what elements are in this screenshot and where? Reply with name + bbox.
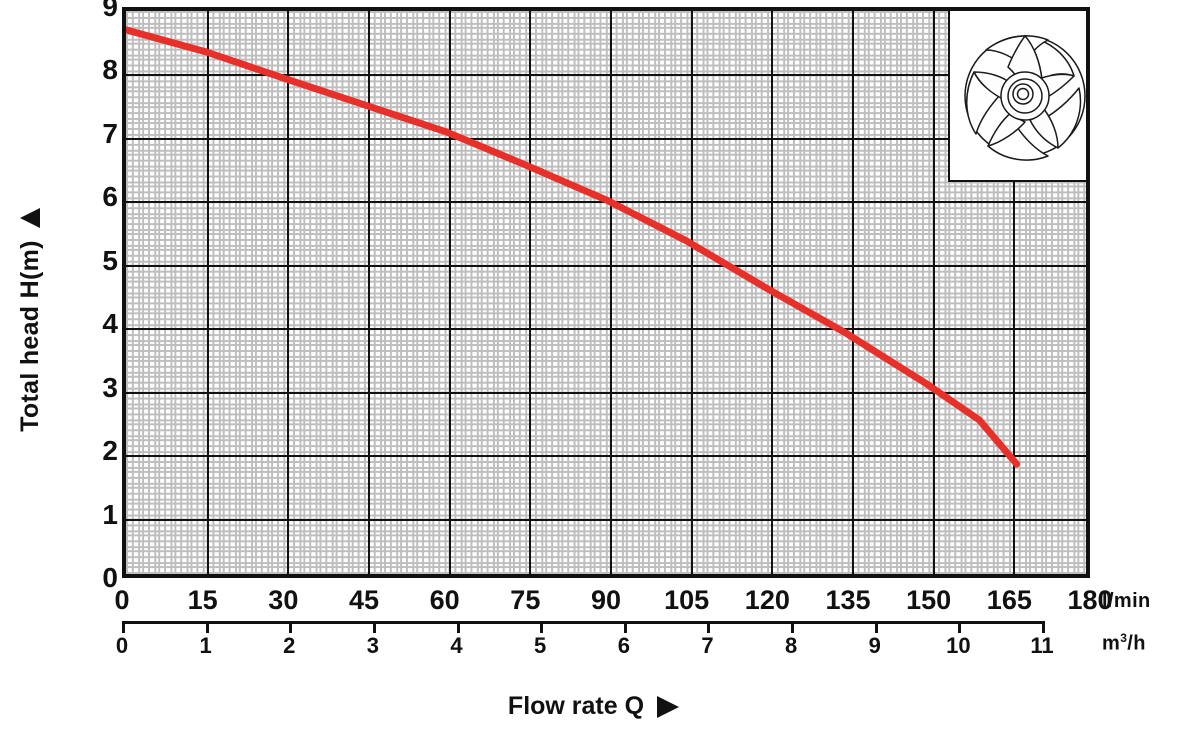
x-tick-label-m3h: 1: [199, 633, 212, 658]
x-tick-mark-m3h: [1042, 621, 1045, 633]
x-tick-label-lmin: 180: [1067, 585, 1113, 615]
x-axis-secondary-ticks: 0 1 2 3 4 5 6 7 8 9 10 11: [0, 634, 1187, 662]
curve-layer: [126, 26, 1021, 468]
x-tick-label-m3h: 7: [701, 633, 714, 658]
x-tick-label-m3h: 0: [115, 633, 129, 658]
x-tick-mark-m3h: [540, 621, 544, 633]
x-tick-label-m3h: 6: [617, 633, 630, 658]
x-axis-title: Flow rate Q: [0, 692, 1187, 721]
x-tick-mark-m3h: [791, 621, 795, 633]
x-tick-mark-m3h: [372, 621, 376, 633]
major-gridline-vertical: [287, 11, 290, 574]
x-tick-label-lmin: 135: [825, 585, 871, 615]
x-tick-label-lmin: 150: [906, 585, 952, 615]
x-tick-label-lmin: 90: [590, 585, 622, 615]
major-gridline-horizontal: [126, 74, 1086, 77]
major-gridline-horizontal: [126, 455, 1086, 458]
major-gridline-vertical: [690, 11, 693, 574]
x-tick-mark-m3h: [707, 621, 711, 633]
major-gridline-vertical: [932, 11, 935, 574]
major-gridline-vertical: [852, 11, 854, 574]
x-tick-label-lmin: 30: [268, 585, 299, 615]
y-tick-label: 0: [102, 562, 118, 593]
major-gridline-vertical: [206, 11, 209, 574]
impeller-inset: [948, 11, 1086, 182]
x-tick-label-m3h: 9: [868, 633, 881, 658]
y-axis-tick-labels: 0 1 2 3 4 5 6 7 8 9: [78, 0, 118, 620]
chart-plot-area: [122, 7, 1090, 578]
y-axis-title-area: Total head H(m): [0, 130, 60, 510]
pump-head-curve: [126, 26, 1021, 468]
unit-exponent: 3: [1120, 631, 1128, 645]
x-tick-mark-m3h: [874, 621, 878, 633]
major-gridline-horizontal: [126, 264, 1086, 267]
y-tick-label: 2: [102, 435, 118, 467]
y-tick-label: 1: [102, 498, 118, 530]
x-axis-title-text: Flow rate Q: [507, 692, 645, 720]
x-tick-mark-m3h: [289, 621, 293, 633]
x-tick-label-lmin: 120: [744, 585, 790, 615]
y-tick-label: 3: [102, 371, 118, 403]
unit-per-hour: /h: [1127, 632, 1146, 655]
major-gridline-vertical: [529, 11, 532, 574]
major-gridline-vertical: [610, 11, 612, 574]
x-tick-label-lmin: 60: [429, 585, 460, 615]
unit-m: m: [1102, 632, 1121, 655]
minor-grid: [126, 11, 1086, 574]
y-tick-label: 5: [102, 244, 118, 276]
x-tick-mark-m3h: [205, 621, 209, 633]
x-tick-label-m3h: 11: [1030, 633, 1054, 658]
y-tick-label: 6: [102, 181, 118, 213]
x-tick-mark-m3h: [623, 621, 627, 633]
x-axis-secondary-line: [122, 621, 1042, 624]
major-gridline-vertical: [368, 11, 370, 574]
x-tick-label-lmin: 165: [986, 585, 1032, 615]
major-gridline-vertical: [448, 11, 451, 574]
major-gridline-horizontal: [126, 391, 1086, 394]
x-tick-label-m3h: 2: [283, 633, 296, 658]
grid-layer: [126, 11, 1086, 574]
triangle-up-icon: [20, 208, 40, 229]
major-gridline-vertical: [1013, 11, 1016, 574]
x-axis-primary-unit: l/min: [1102, 590, 1151, 612]
x-tick-label-m3h: 5: [534, 633, 547, 658]
major-gridline-horizontal: [126, 137, 1086, 140]
pump-impeller-drawing: [964, 35, 1086, 161]
x-tick-label-m3h: 8: [784, 633, 798, 658]
x-tick-label-lmin: 105: [664, 585, 710, 615]
y-tick-label: 4: [102, 308, 118, 340]
x-tick-label-lmin: 45: [348, 585, 380, 615]
y-axis-title-text: Total head H(m): [15, 240, 44, 432]
y-tick-label: 7: [102, 117, 118, 149]
x-axis-secondary-unit: m3/h: [1102, 631, 1146, 656]
x-tick-mark-m3h: [958, 621, 962, 633]
y-axis-title: Total head H(m): [8, 145, 52, 495]
x-tick-label-lmin: 0: [114, 585, 130, 615]
x-tick-label-m3h: 10: [946, 633, 971, 658]
y-tick-label: 9: [102, 0, 118, 22]
x-tick-mark-m3h: [122, 621, 125, 633]
x-tick-mark-m3h: [456, 621, 460, 633]
x-tick-label-lmin: 75: [510, 585, 541, 615]
major-gridline-horizontal: [126, 328, 1086, 331]
x-tick-label-m3h: 4: [450, 633, 463, 658]
y-tick-label: 8: [102, 54, 118, 86]
triangle-right-icon: [657, 695, 680, 718]
x-tick-label-m3h: 3: [366, 633, 380, 658]
x-axis-primary-ticks: 0 15 30 45 60 75 90 105 120 135 150 165 180: [0, 586, 1187, 618]
x-tick-label-lmin: 15: [187, 585, 218, 615]
major-gridline-horizontal: [126, 518, 1086, 521]
